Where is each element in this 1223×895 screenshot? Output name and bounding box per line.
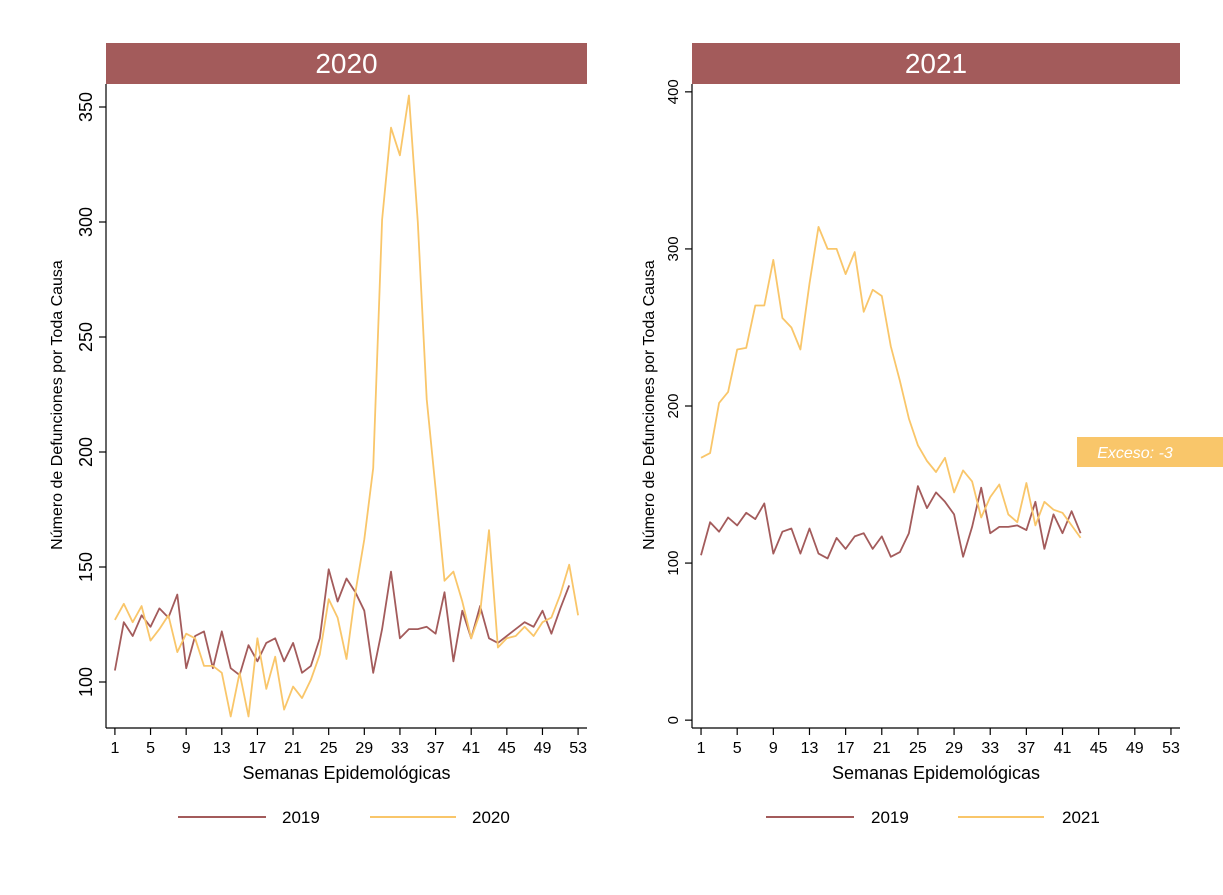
x-tick-label: 25 (320, 740, 338, 757)
exceso-label: Exceso: -3 (1097, 445, 1173, 462)
x-tick-label: 29 (355, 740, 373, 757)
y-tick-label: 300 (76, 207, 96, 237)
y-tick-label: 300 (665, 236, 682, 261)
x-tick-label: 9 (769, 740, 778, 757)
series-line-2019 (114, 568, 571, 676)
y-tick-label: 250 (76, 322, 96, 352)
series-line-2021 (700, 225, 1082, 539)
x-tick-label: 5 (146, 740, 155, 757)
x-tick-label: 33 (391, 740, 409, 757)
x-tick-label: 13 (801, 740, 819, 757)
series-line-2019 (700, 485, 1082, 560)
y-tick-label: 0 (665, 716, 682, 724)
legend-label-2019: 2019 (282, 808, 320, 827)
y-axis-title: Número de Defunciones por Toda Causa (49, 260, 66, 550)
x-tick-label: 25 (909, 740, 927, 757)
x-tick-label: 13 (213, 740, 231, 757)
x-tick-label: 41 (1054, 740, 1072, 757)
y-tick-label: 200 (76, 437, 96, 467)
x-tick-label: 29 (945, 740, 963, 757)
x-tick-label: 45 (1090, 740, 1108, 757)
x-tick-label: 49 (1126, 740, 1144, 757)
chart-title: 2021 (905, 48, 967, 79)
x-tick-label: 49 (534, 740, 552, 757)
x-tick-label: 9 (182, 740, 191, 757)
x-tick-label: 1 (697, 740, 706, 757)
y-axis-title: Número de Defunciones por Toda Causa (641, 260, 658, 550)
x-tick-label: 17 (249, 740, 267, 757)
x-tick-label: 37 (1017, 740, 1035, 757)
legend-label-2019: 2019 (871, 808, 909, 827)
x-tick-label: 45 (498, 740, 516, 757)
legend-label-2020: 2020 (472, 808, 510, 827)
x-axis-title: Semanas Epidemológicas (832, 763, 1040, 783)
x-tick-label: 37 (427, 740, 445, 757)
x-tick-label: 53 (1162, 740, 1180, 757)
x-tick-label: 21 (873, 740, 891, 757)
y-tick-label: 150 (76, 552, 96, 582)
series-line-2020 (114, 94, 579, 718)
chart-title: 2020 (315, 48, 377, 79)
panel-2020: 2020 100 150 200 250 300 350 1 5 9 13 17 21 25 29 33 37 4… (49, 43, 587, 827)
x-tick-label: 41 (462, 740, 480, 757)
legend-label-2021: 2021 (1062, 808, 1100, 827)
x-tick-label: 21 (284, 740, 302, 757)
y-tick-label: 350 (76, 92, 96, 122)
x-tick-label: 33 (981, 740, 999, 757)
x-axis-title: Semanas Epidemológicas (242, 763, 450, 783)
y-tick-label: 400 (665, 79, 682, 104)
x-tick-label: 1 (110, 740, 119, 757)
y-tick-label: 100 (76, 667, 96, 697)
title-banner (106, 43, 587, 84)
y-tick-label: 200 (665, 393, 682, 418)
x-tick-label: 17 (837, 740, 855, 757)
panel-2021: 2021 0 100 200 300 400 1 5 9 13 17 21 25 29 33 37 41 45 49… (641, 43, 1223, 827)
x-tick-label: 5 (733, 740, 742, 757)
y-tick-label: 100 (665, 551, 682, 576)
x-tick-label: 53 (569, 740, 587, 757)
exceso-box (1077, 437, 1223, 467)
title-banner (692, 43, 1180, 84)
